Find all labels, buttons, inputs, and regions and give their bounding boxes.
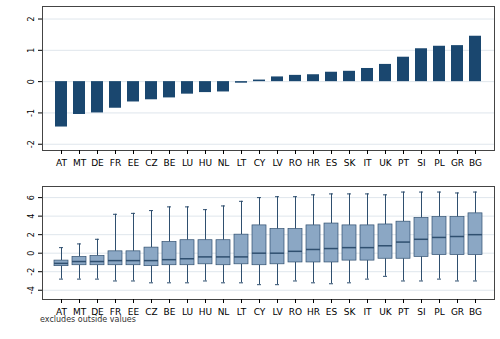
svg-text:SI: SI (417, 158, 425, 168)
svg-text:BE: BE (164, 307, 176, 317)
svg-text:-1: -1 (27, 109, 36, 117)
svg-text:BG: BG (469, 307, 482, 317)
svg-text:CY: CY (254, 158, 266, 168)
svg-text:UK: UK (379, 307, 393, 317)
svg-text:1: 1 (27, 48, 36, 53)
svg-text:2: 2 (27, 16, 36, 21)
svg-text:EE: EE (128, 158, 140, 168)
svg-text:4: 4 (27, 214, 36, 219)
svg-text:MT: MT (72, 306, 87, 317)
svg-text:PT: PT (398, 307, 409, 317)
svg-text:6: 6 (27, 195, 36, 200)
svg-text:UK: UK (379, 158, 393, 168)
svg-text:NL: NL (218, 307, 230, 317)
svg-text:LV: LV (272, 307, 283, 317)
svg-text:RO: RO (289, 158, 302, 168)
svg-text:IT: IT (363, 307, 372, 317)
svg-text:IT: IT (363, 158, 372, 168)
svg-text:RO: RO (289, 307, 302, 317)
svg-text:GR: GR (451, 307, 464, 317)
svg-text:CZ: CZ (145, 307, 157, 317)
svg-text:HU: HU (199, 158, 212, 168)
svg-text:0: 0 (27, 79, 36, 84)
svg-text:LV: LV (272, 158, 283, 168)
svg-text:CZ: CZ (145, 158, 157, 168)
svg-text:LU: LU (182, 158, 193, 168)
svg-text:2: 2 (27, 232, 36, 237)
svg-text:HR: HR (307, 158, 320, 168)
svg-text:FR: FR (110, 158, 121, 168)
svg-text:ES: ES (326, 307, 338, 317)
svg-text:AT: AT (56, 306, 67, 317)
svg-text:MT: MT (73, 158, 87, 168)
svg-text:NL: NL (218, 158, 230, 168)
svg-text:CY: CY (254, 307, 266, 317)
svg-text:EE: EE (127, 306, 140, 317)
svg-text:-2: -2 (27, 268, 36, 276)
svg-text:FR: FR (109, 306, 122, 317)
svg-text:GR: GR (451, 158, 464, 168)
html-text:excludes outside values: excludes outside values (40, 315, 136, 324)
svg-text:LU: LU (182, 307, 193, 317)
svg-text:DE: DE (91, 306, 104, 317)
svg-text:ES: ES (326, 158, 338, 168)
svg-text:DE: DE (91, 158, 104, 168)
svg-text:SK: SK (344, 307, 357, 317)
svg-text:HR: HR (307, 307, 320, 317)
svg-text:AT: AT (56, 158, 67, 168)
svg-text:PL: PL (434, 158, 444, 168)
svg-text:LT: LT (237, 307, 247, 317)
svg-text:BG: BG (469, 158, 482, 168)
svg-text:0: 0 (27, 251, 36, 256)
svg-text:LT: LT (237, 158, 247, 168)
svg-text:-4: -4 (27, 286, 36, 294)
svg-text:PL: PL (434, 307, 444, 317)
svg-text:-2: -2 (27, 140, 36, 148)
svg-text:SK: SK (344, 158, 357, 168)
svg-text:PT: PT (398, 158, 409, 168)
svg-text:SI: SI (417, 307, 425, 317)
svg-text:BE: BE (164, 158, 176, 168)
svg-text:HU: HU (199, 307, 212, 317)
